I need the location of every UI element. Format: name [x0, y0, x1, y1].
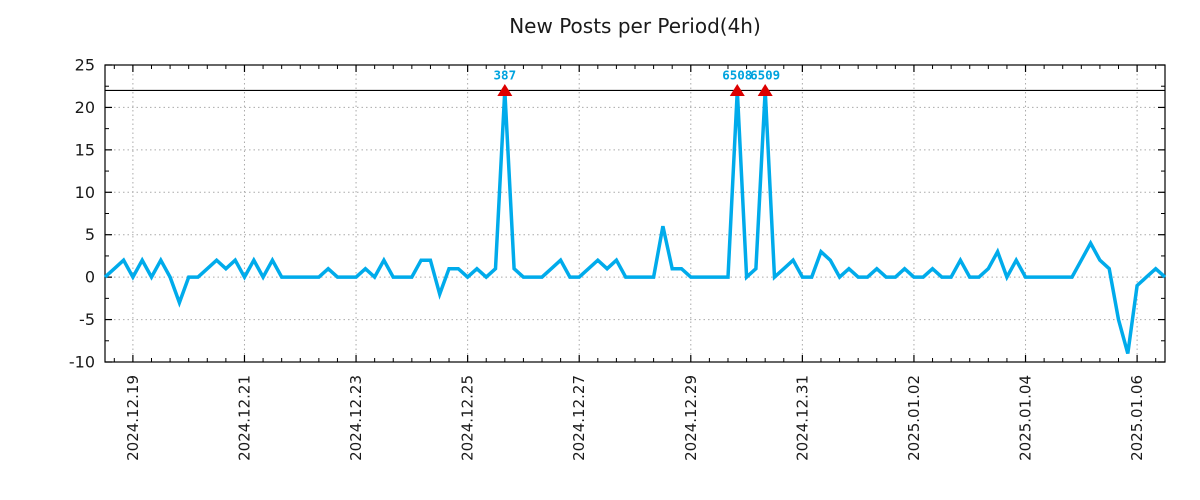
y-tick-label: 5 [85, 225, 95, 244]
x-tick-label: 2025.01.04 [1017, 375, 1035, 461]
series-line [103, 90, 1167, 354]
axis-layer: 2024.12.19 2024.12.21 2024.12.23 2024.12.25… [69, 56, 1166, 461]
grid-layer [105, 65, 1165, 362]
x-tick-label: 2024.12.31 [793, 375, 811, 461]
y-tick-label: -10 [69, 353, 95, 372]
x-tick-label: 2024.12.19 [124, 375, 142, 461]
peak-marker-icon [497, 83, 513, 96]
x-tick-label: 2024.12.23 [347, 375, 365, 461]
peak-value-label: 6508 [722, 67, 752, 82]
series-layer [103, 90, 1167, 354]
y-tick-label: 20 [75, 98, 95, 117]
y-tick-label: 0 [85, 268, 95, 287]
x-tick-label: 2025.01.02 [905, 375, 923, 461]
y-tick-label: 25 [75, 56, 95, 75]
x-tick-label: 2024.12.27 [570, 375, 588, 461]
plot-border [104, 64, 1166, 363]
peak-marker-icon [729, 83, 745, 96]
x-tick-label: 2025.01.06 [1128, 375, 1146, 461]
x-tick-label: 2024.12.29 [682, 375, 700, 461]
x-tick-label: 2024.12.21 [235, 375, 253, 461]
y-tick-label: 15 [75, 140, 95, 159]
y-tick-label: 10 [75, 183, 95, 202]
chart-title: New Posts per Period(4h) [509, 14, 761, 38]
y-tick-label: -5 [79, 310, 95, 329]
peak-value-label: 6509 [750, 67, 780, 82]
x-tick-label: 2024.12.25 [459, 375, 477, 461]
peak-marker-icon [757, 83, 773, 96]
peak-value-label: 387 [494, 67, 517, 82]
